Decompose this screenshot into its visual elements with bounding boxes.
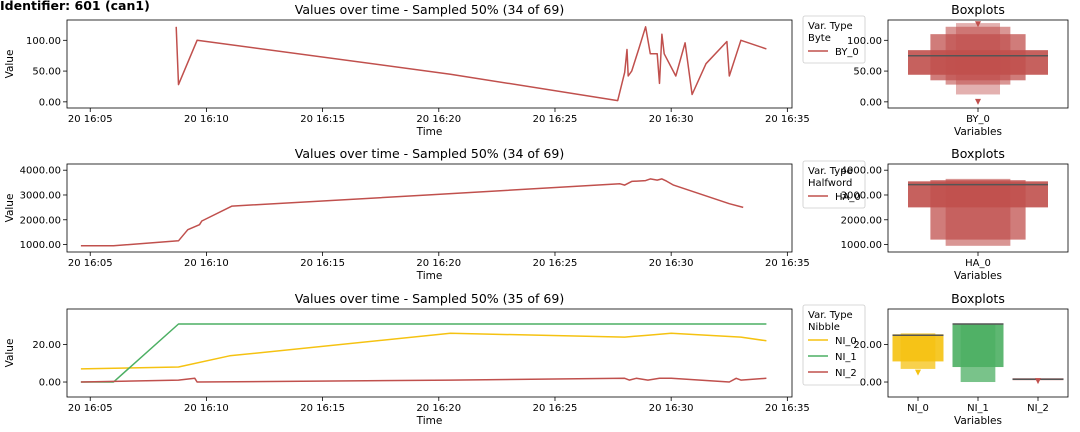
line-plot-frame-1 <box>66 163 793 253</box>
series-line-BY_0 <box>175 26 767 102</box>
x-tick-label: 20 16:10 <box>184 258 229 269</box>
boxplot-title-0: Boxplots <box>951 2 1005 17</box>
y-tick-label: 2000.00 <box>841 215 882 226</box>
y-tick-label: 3000.00 <box>20 190 61 201</box>
boxplot-title-2: Boxplots <box>951 291 1005 306</box>
y-tick-label: 100.00 <box>847 36 882 47</box>
legend-title: Var. Type <box>808 310 853 321</box>
line-plot-title-2: Values over time - Sampled 50% (35 of 69… <box>295 291 564 306</box>
y-tick-label: 2000.00 <box>20 215 61 226</box>
x-axis-label: Time <box>416 126 443 138</box>
x-tick-label: 20 16:25 <box>533 403 578 414</box>
legend-entry-NI_2: NI_2 <box>835 368 857 379</box>
line-plot-title-1: Values over time - Sampled 50% (34 of 69… <box>295 146 564 161</box>
x-tick-label: 20 16:30 <box>649 114 694 125</box>
y-tick-label: 1000.00 <box>841 240 882 251</box>
x-tick-label: 20 16:05 <box>68 403 113 414</box>
x-axis-label: Time <box>416 270 443 282</box>
y-tick-label: 20.00 <box>853 340 882 351</box>
boxplot-title-1: Boxplots <box>951 146 1005 161</box>
x-tick-label: NI_2 <box>1027 403 1049 414</box>
x-tick-label: 20 16:20 <box>416 403 461 414</box>
series-line-HA_0 <box>80 178 744 247</box>
legend-subtitle: Byte <box>808 33 831 44</box>
x-tick-label: 20 16:15 <box>300 258 345 269</box>
y-tick-label: 4000.00 <box>20 166 61 177</box>
x-tick-label: 20 16:10 <box>184 114 229 125</box>
series-line-NI_1 <box>80 323 767 383</box>
x-tick-label: 20 16:20 <box>416 114 461 125</box>
x-tick-label: 20 16:15 <box>300 114 345 125</box>
x-tick-label: 20 16:35 <box>765 403 810 414</box>
legend-entry-BY_0: BY_0 <box>835 47 859 58</box>
box-level-HA_0 <box>945 178 1011 246</box>
y-tick-label: 50.00 <box>853 67 882 78</box>
x-axis-label: Variables <box>954 270 1002 282</box>
box-outlier-BY_0 <box>975 21 981 28</box>
x-tick-label: 20 16:35 <box>765 114 810 125</box>
y-tick-label: 0.00 <box>39 378 61 389</box>
y-tick-label: 50.00 <box>32 67 61 78</box>
x-tick-label: 20 16:25 <box>533 114 578 125</box>
legend-subtitle: Halfword <box>808 178 852 189</box>
y-tick-label: 0.00 <box>860 97 882 108</box>
y-tick-label: 4000.00 <box>841 166 882 177</box>
x-tick-label: 20 16:05 <box>68 258 113 269</box>
x-axis-label: Time <box>416 415 443 427</box>
identifier-label: Identifier: 601 (can1) <box>0 0 150 13</box>
line-plot-frame-0 <box>66 19 793 109</box>
box-outlier-NI_2 <box>1035 378 1041 385</box>
legend-entry-NI_1: NI_1 <box>835 352 857 363</box>
y-tick-label: 3000.00 <box>841 190 882 201</box>
x-tick-label: 20 16:30 <box>649 258 694 269</box>
y-tick-label: 1000.00 <box>20 240 61 251</box>
line-plot-title-0: Values over time - Sampled 50% (34 of 69… <box>295 2 564 17</box>
x-axis-label: Variables <box>954 126 1002 138</box>
legend-entry-NI_0: NI_0 <box>835 336 857 347</box>
y-axis-label: Value <box>4 50 16 79</box>
x-tick-label: NI_0 <box>907 403 929 414</box>
y-tick-label: 20.00 <box>32 340 61 351</box>
x-tick-label: 20 16:35 <box>765 258 810 269</box>
legend-box <box>802 304 866 386</box>
box-level-BY_0 <box>955 23 1001 95</box>
x-tick-label: NI_1 <box>967 403 989 414</box>
x-tick-label: 20 16:15 <box>300 403 345 414</box>
legend-title: Var. Type <box>808 166 853 177</box>
y-axis-label: Value <box>4 339 16 368</box>
series-line-NI_0 <box>80 332 767 370</box>
x-tick-label: 20 16:30 <box>649 403 694 414</box>
x-tick-label: 20 16:25 <box>533 258 578 269</box>
box-outlier-NI_0 <box>915 369 921 376</box>
y-tick-label: 100.00 <box>26 36 61 47</box>
x-axis-label: Variables <box>954 415 1002 427</box>
y-axis-label: Value <box>4 194 16 223</box>
x-tick-label: 20 16:05 <box>68 114 113 125</box>
box-level-NI_1 <box>960 323 996 383</box>
box-outlier-BY_0 <box>975 98 981 105</box>
line-plot-frame-2 <box>66 308 793 398</box>
y-tick-label: 0.00 <box>39 97 61 108</box>
x-tick-label: 20 16:10 <box>184 403 229 414</box>
legend-entry-HA_0: HA_0 <box>835 192 861 203</box>
box-level-NI_0 <box>900 333 936 369</box>
legend-title: Var. Type <box>808 21 853 32</box>
x-tick-label: HA_0 <box>965 258 991 269</box>
x-tick-label: BY_0 <box>966 114 990 125</box>
x-tick-label: 20 16:20 <box>416 258 461 269</box>
legend-subtitle: Nibble <box>808 322 840 333</box>
y-tick-label: 0.00 <box>860 378 882 389</box>
series-line-NI_2 <box>80 377 767 383</box>
